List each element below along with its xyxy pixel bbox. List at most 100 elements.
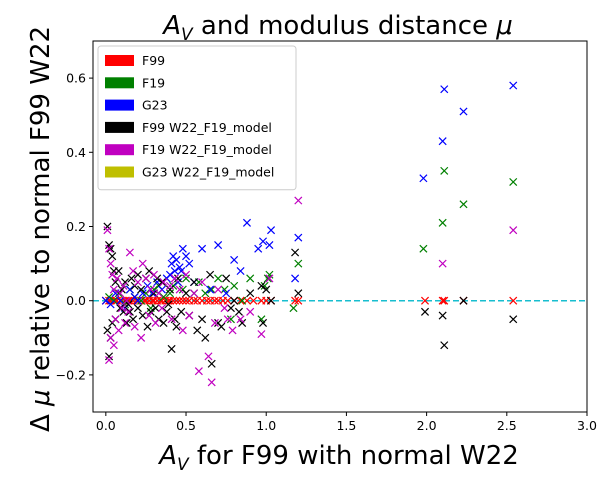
data-point: [459, 200, 468, 209]
xlabel-rest: for F99 with normal W22: [189, 441, 519, 471]
data-point: [170, 266, 179, 276]
data-point: [509, 296, 518, 305]
data-point: [214, 285, 223, 294]
data-point: [182, 252, 191, 261]
data-point: [157, 304, 166, 313]
data-point: [105, 356, 114, 365]
ylabel-rest: relative to normal F99 W22: [26, 26, 56, 389]
data-point: [167, 315, 176, 324]
data-point: [459, 296, 468, 305]
data-point: [172, 296, 181, 305]
data-point: [138, 259, 147, 268]
data-point: [116, 289, 125, 298]
data-point: [257, 330, 266, 339]
data-point: [294, 289, 303, 298]
data-point: [267, 226, 276, 235]
data-point: [438, 137, 447, 146]
data-point: [178, 326, 187, 335]
data-point: [509, 315, 518, 324]
legend-label: F99 W22_F19_model: [142, 120, 272, 135]
data-point: [198, 315, 207, 324]
series-2: [101, 81, 518, 313]
data-point: [294, 296, 303, 305]
data-point: [137, 296, 146, 305]
legend-label: F19: [142, 75, 165, 90]
data-point: [258, 237, 268, 246]
y-tick-label: 0.6: [66, 71, 86, 86]
data-point: [165, 281, 175, 290]
data-point: [254, 244, 263, 253]
data-point: [222, 289, 231, 298]
data-point: [103, 222, 112, 231]
data-point: [236, 296, 245, 305]
data-point: [230, 281, 239, 290]
title-mu: μ: [495, 11, 513, 41]
data-point: [106, 300, 115, 309]
xlabel-a: A: [157, 441, 177, 471]
data-point: [177, 307, 186, 316]
data-point: [177, 266, 186, 276]
x-tick-label: 2.5: [497, 418, 517, 433]
data-point: [173, 274, 183, 283]
data-point: [242, 218, 251, 227]
data-point: [291, 248, 300, 257]
data-point: [178, 296, 187, 305]
data-point: [257, 281, 266, 290]
xlabel-sub: V: [177, 455, 190, 475]
data-point: [137, 285, 146, 294]
data-point: [133, 304, 142, 313]
data-point: [438, 259, 447, 268]
data-point: [420, 296, 430, 305]
data-point: [289, 304, 298, 313]
data-point: [223, 296, 232, 305]
data-point: [238, 296, 247, 305]
data-point: [167, 259, 176, 268]
y-tick-label: 0.4: [66, 145, 86, 160]
data-point: [438, 218, 447, 227]
title-a: A: [161, 11, 181, 41]
data-point: [111, 315, 120, 324]
data-point: [149, 296, 158, 305]
data-point: [122, 296, 131, 305]
data-point: [133, 278, 142, 287]
data-point: [193, 326, 202, 335]
chart-title: AV and modulus distance μ: [161, 11, 513, 45]
data-point: [294, 259, 303, 268]
data-point: [170, 315, 179, 324]
data-point: [210, 296, 219, 305]
data-point: [157, 278, 166, 287]
data-point: [116, 296, 125, 305]
data-point: [109, 341, 118, 350]
data-point: [162, 307, 171, 316]
data-point: [106, 333, 115, 342]
data-point: [509, 177, 518, 187]
data-point: [291, 274, 300, 283]
data-point: [226, 304, 235, 313]
data-point: [222, 274, 231, 283]
data-point: [159, 278, 168, 287]
legend-box: [97, 45, 297, 191]
data-point: [133, 270, 142, 279]
data-point: [138, 311, 147, 320]
data-point: [172, 255, 181, 264]
data-point: [294, 233, 303, 242]
data-point: [190, 289, 199, 298]
x-tick-label: 1.0: [256, 418, 276, 433]
data-point: [214, 241, 223, 250]
axes: 0.0 0.5 1.0 1.5 2.0 2.5 3.0 −0.2 0.0 0.2 0.4 0.6: [56, 40, 597, 433]
data-point: [234, 307, 243, 316]
legend-label: G23: [142, 98, 168, 113]
data-point: [230, 255, 239, 264]
data-point: [217, 322, 226, 331]
data-point: [440, 341, 449, 350]
title-rest: and modulus distance: [193, 11, 497, 41]
data-point: [182, 274, 191, 283]
x-tick-label: 0.0: [96, 418, 116, 433]
y-axis-title: Δ μ relative to normal F99 W22: [26, 26, 56, 432]
data-point: [108, 270, 117, 279]
data-point: [419, 174, 428, 183]
data-point: [509, 226, 518, 235]
legend-swatch: [105, 121, 134, 133]
data-point: [154, 289, 163, 298]
data-point: [201, 333, 210, 342]
